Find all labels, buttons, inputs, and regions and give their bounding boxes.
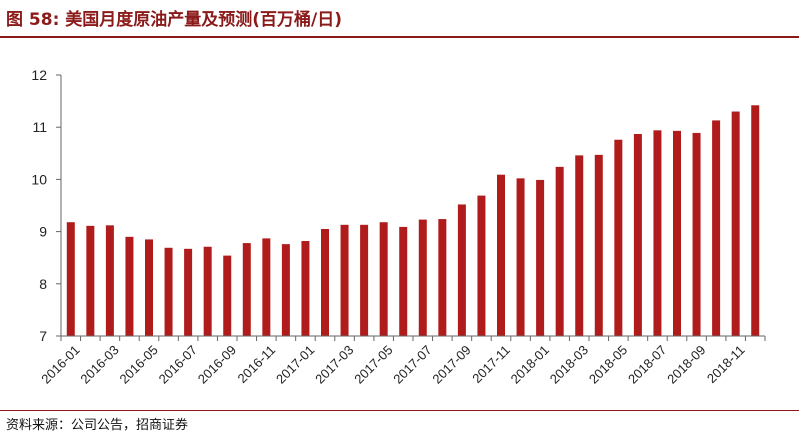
x-tick-label: 2018-01	[508, 342, 552, 386]
bar-2016-03	[105, 225, 114, 336]
bar-2016-06	[164, 247, 173, 336]
x-tick-label: 2016-01	[38, 342, 82, 386]
bar-2016-02	[86, 225, 95, 336]
bar-2018-12	[751, 105, 760, 336]
x-tick-label: 2018-09	[664, 342, 708, 386]
bar-2017-09	[457, 204, 466, 336]
title-divider	[0, 36, 799, 38]
bar-2016-09	[223, 255, 232, 336]
bar-2017-11	[497, 174, 505, 336]
bar-2016-10	[242, 243, 251, 336]
x-axis: 2016-012016-032016-052016-072016-092016-…	[38, 335, 766, 387]
bar-2017-01	[301, 240, 310, 336]
bar-2016-07	[184, 248, 193, 336]
bar-2016-11	[262, 238, 271, 336]
bar-2017-12	[516, 178, 525, 336]
bar-2017-02	[321, 228, 329, 336]
bar-2016-05	[145, 239, 153, 336]
bar-2017-05	[379, 222, 388, 336]
x-tick-label: 2018-03	[547, 342, 591, 386]
x-tick-label: 2016-05	[117, 342, 161, 386]
x-tick-label: 2016-03	[77, 342, 121, 386]
x-tick-label: 2017-11	[469, 342, 513, 386]
bar-2017-06	[399, 226, 408, 336]
x-tick-label: 2017-03	[312, 342, 356, 386]
bar-2018-02	[555, 166, 564, 336]
x-tick-label: 2018-11	[704, 342, 748, 386]
y-tick-label: 12	[31, 67, 47, 83]
bar-2018-10	[712, 120, 721, 336]
bar-2016-08	[203, 246, 212, 336]
x-tick-label: 2018-07	[625, 342, 669, 386]
bar-2017-07	[418, 219, 427, 336]
x-tick-label: 2017-01	[273, 342, 317, 386]
x-tick-label: 2017-05	[351, 342, 395, 386]
y-tick-label: 11	[32, 119, 47, 135]
bar-2018-01	[536, 179, 545, 336]
x-tick-label: 2016-11	[235, 342, 279, 386]
bars	[66, 105, 760, 336]
y-tick-label: 7	[39, 328, 47, 344]
bar-2018-06	[633, 133, 642, 336]
x-tick-label: 2017-07	[390, 342, 434, 386]
chart-title: 图 58: 美国月度原油产量及预测(百万桶/日)	[6, 10, 343, 30]
y-tick-label: 8	[39, 276, 47, 292]
x-tick-label: 2018-05	[586, 342, 630, 386]
y-axis: 7 8 9 10 11 12	[31, 67, 62, 344]
bar-2018-08	[673, 130, 681, 336]
x-tick-label: 2016-09	[195, 342, 239, 386]
source-note: 资料来源：公司公告，招商证券	[6, 418, 189, 433]
source-divider	[0, 410, 799, 411]
bar-2017-08	[438, 219, 447, 336]
x-tick-label: 2016-07	[156, 342, 200, 386]
bar-2018-07	[653, 130, 662, 336]
y-tick-label: 9	[39, 224, 47, 240]
y-tick-label: 10	[31, 171, 47, 187]
bar-2016-12	[281, 244, 290, 336]
bar-2016-01	[66, 222, 75, 336]
bar-2018-03	[575, 155, 584, 336]
bar-2017-03	[340, 224, 349, 336]
bar-2018-05	[614, 139, 623, 336]
bar-2017-10	[477, 195, 486, 336]
bar-2018-11	[731, 111, 740, 336]
bar-2018-04	[594, 154, 603, 336]
bar-2018-09	[692, 132, 701, 336]
bar-2017-04	[360, 224, 369, 336]
x-tick-label: 2017-09	[429, 342, 473, 386]
bar-2016-04	[125, 236, 134, 336]
